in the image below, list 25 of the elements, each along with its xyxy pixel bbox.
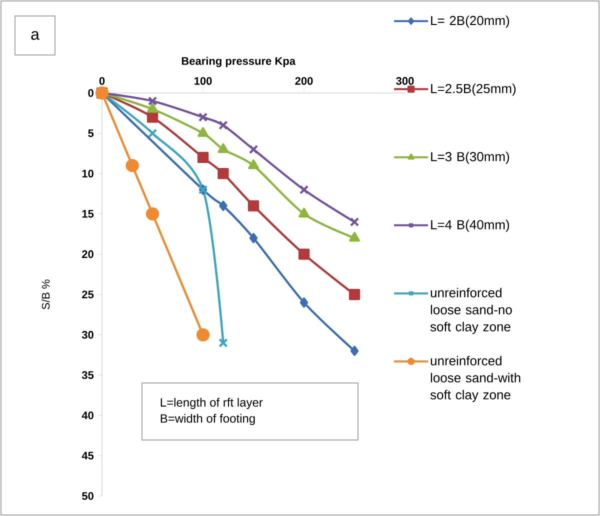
y-tick-label: 20 [82,250,94,258]
legend-label: unreinforced loose sand-no soft clay zone [430,288,512,334]
text: a [31,31,40,40]
x-tick-label: 100 [194,77,212,85]
x-tick-label: 200 [295,77,313,85]
y-tick-label: 15 [82,210,94,218]
y-tick-label: 5 [88,129,94,138]
y-tick-label: 35 [82,371,94,379]
annotation: L=length of rft layer B=width of footing [160,398,263,426]
x-axis-title: Bearing pressure Kpa [182,56,296,68]
y-tick-label: 0 [88,89,94,97]
y-tick-label: 10 [82,170,94,178]
y-tick-label: 25 [82,290,94,298]
legend-label: L= 2B(20mm) [431,16,510,28]
legend-label: L=3 B(30mm) [431,152,510,164]
x-tick-label: 0 [99,77,105,85]
y-tick-label: 30 [82,330,94,339]
x-tick-label: 300 [396,77,414,85]
legend-label: L=4 B(40mm) [431,220,510,232]
y-axis-title: S/B % [42,280,50,310]
y-tick-label: 45 [82,452,94,460]
y-tick-label: 50 [82,492,94,500]
legend-label: L=2.5B(25mm) [431,84,516,96]
legend-label: unreinforced loose sand-with soft clay zone [430,356,520,402]
y-tick-label: 40 [82,411,94,420]
